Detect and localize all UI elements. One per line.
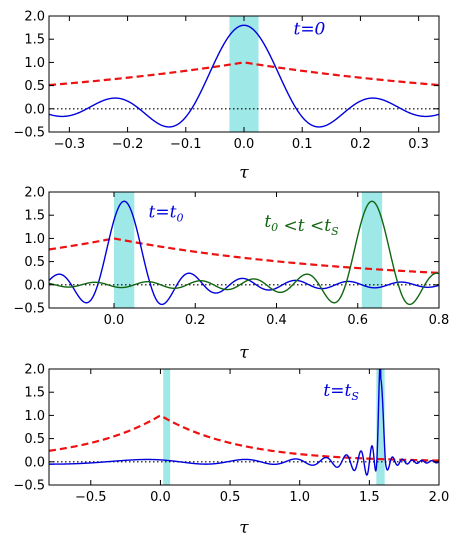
- y-tick-label: 0.5: [24, 255, 45, 270]
- x-tick-label: 0.4: [266, 313, 287, 328]
- panel-top: −0.3 −0.2 −0.1 0.0 0.1 0.2 0.3 −0.5 0.0 0.5 1.0 1.5…: [13, 10, 440, 183]
- y-tick-label: 1.5: [24, 209, 45, 224]
- y-tick-label: −0.5: [13, 479, 45, 494]
- x-tick-label: 1.5: [359, 490, 380, 505]
- series-line-0: [49, 200, 439, 306]
- plot-area: [49, 16, 439, 132]
- annotation-0: t=0: [293, 20, 325, 40]
- x-tick-label: 0.8: [429, 313, 450, 328]
- y-tick-label: 1.5: [24, 386, 45, 401]
- y-tick-label: 0.0: [24, 102, 45, 117]
- x-tick-label: −0.3: [54, 137, 86, 152]
- y-tick-label: 0.0: [24, 278, 45, 293]
- x-tick-label: −0.2: [112, 137, 144, 152]
- x-tick-label: 0.1: [292, 137, 313, 152]
- highlight-band-0: [114, 192, 135, 308]
- axes-frame: [48, 368, 440, 486]
- highlight-band-1: [361, 192, 383, 308]
- x-tick-label: 2.0: [429, 490, 450, 505]
- highlight-band-0: [229, 16, 259, 132]
- x-tick-label: 0.0: [150, 490, 171, 505]
- x-axis-label: τ: [239, 343, 249, 363]
- y-tick-label: 2.0: [24, 186, 45, 201]
- x-tick-label: 0.6: [347, 313, 368, 328]
- highlight-band-1: [376, 369, 385, 485]
- plot-area: [49, 369, 439, 485]
- series-line-0: [49, 369, 439, 476]
- y-tick-label: 2.0: [24, 10, 45, 25]
- y-tick-label: 0.0: [24, 455, 45, 470]
- x-tick-label: 0.0: [234, 137, 255, 152]
- x-tick-label: 0.5: [220, 490, 241, 505]
- x-tick-label: 0.0: [104, 313, 125, 328]
- plot-area: [49, 192, 439, 308]
- y-tick-label: −0.5: [13, 302, 45, 317]
- x-axis-label: τ: [239, 163, 249, 183]
- panel-middle: 0.0 0.2 0.4 0.6 0.8 −0.5 0.0 0.5 1.0 1.5 2.0 τ t=t0 t…: [13, 186, 449, 364]
- y-tick-label: 1.0: [24, 409, 45, 424]
- axes-frame: [48, 191, 440, 309]
- y-tick-label: −0.5: [13, 126, 45, 141]
- highlight-band-0: [163, 369, 171, 485]
- series-line-1: [49, 200, 439, 306]
- x-tick-label: 0.2: [185, 313, 206, 328]
- x-tick-label: −0.5: [75, 490, 107, 505]
- x-axis-label: τ: [239, 518, 249, 538]
- y-tick-label: 2.0: [24, 363, 45, 378]
- y-tick-label: 0.5: [24, 432, 45, 447]
- x-tick-label: 0.3: [408, 137, 429, 152]
- x-tick-label: −0.1: [170, 137, 202, 152]
- annotation-1: t0 <t <tS: [264, 212, 339, 238]
- x-tick-label: 0.2: [350, 137, 371, 152]
- x-tick-label: 1.0: [289, 490, 310, 505]
- panel-bottom: −0.5 0.0 0.5 1.0 1.5 2.0 −0.5 0.0 0.5 1.0 1.5 2.0 τ t…: [13, 363, 450, 539]
- y-tick-label: 1.5: [24, 33, 45, 48]
- envelope-line: [49, 414, 439, 462]
- annotation-0: t=t0: [149, 203, 184, 225]
- y-tick-label: 0.5: [24, 79, 45, 94]
- annotation-0: t=tS: [323, 381, 359, 403]
- y-tick-label: 1.0: [24, 56, 45, 71]
- series-line-0: [49, 24, 439, 128]
- y-tick-label: 1.0: [24, 232, 45, 247]
